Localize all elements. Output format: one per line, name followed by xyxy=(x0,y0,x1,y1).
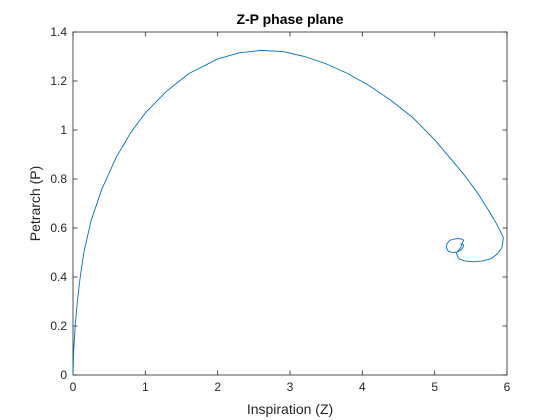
y-tick-label: 1.4 xyxy=(50,25,67,39)
x-tick-label: 2 xyxy=(214,380,221,394)
y-tick-label: 0.2 xyxy=(50,319,67,333)
x-tick-label: 5 xyxy=(431,380,438,394)
y-tick-label: 1 xyxy=(60,123,67,137)
series-line-0 xyxy=(72,49,504,376)
y-tick-label: 1.2 xyxy=(50,74,67,88)
x-tick-label: 0 xyxy=(70,380,77,394)
y-tick-label: 0 xyxy=(60,368,67,382)
x-tick-label: 3 xyxy=(287,380,294,394)
x-tick-label: 1 xyxy=(142,380,149,394)
axis-ticks: 0 1 2 3 4 5 6 0 0.2 0.4 0.6 0.8 1 1.2 1.4 xyxy=(50,25,510,394)
x-axis-label: Inspiration (Z) xyxy=(247,401,333,417)
x-tick-label: 4 xyxy=(359,380,366,394)
x-tick-label: 6 xyxy=(504,380,511,394)
y-tick-label: 0.4 xyxy=(50,270,67,284)
chart-title: Z-P phase plane xyxy=(236,11,343,27)
y-tick-label: 0.8 xyxy=(50,172,67,186)
series-layer xyxy=(72,49,504,376)
y-tick-label: 0.6 xyxy=(50,221,67,235)
y-axis-label: Petrarch (P) xyxy=(27,166,43,241)
plot-area xyxy=(72,31,508,376)
